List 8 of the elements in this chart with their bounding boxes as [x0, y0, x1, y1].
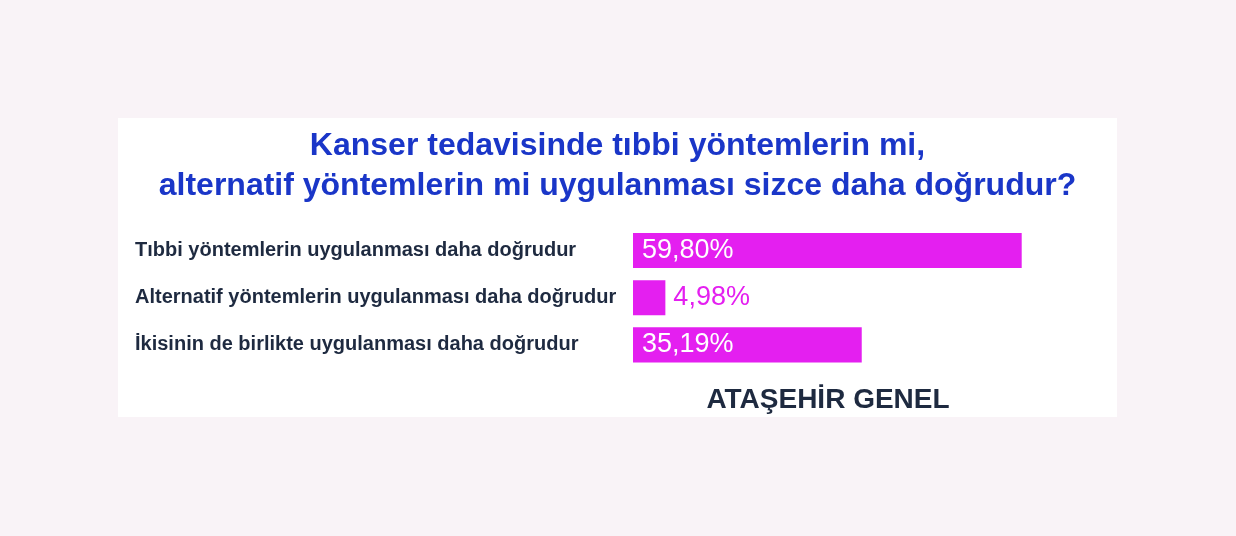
data-label: 4,98% — [673, 281, 750, 312]
x-axis-title: ATAŞEHİR GENEL — [706, 382, 950, 414]
y-tick-label: Alternatif yöntemlerin uygulanması daha doğrudur — [135, 285, 617, 308]
y-tick-label: Tıbbi yöntemlerin uygulanması daha doğrudur — [135, 238, 577, 261]
chart-title: Kanser tedavisinde tıbbi yöntemlerin mi, alternatif yöntemlerin mi uygulanması sizce daha doğrudur? — [157, 125, 1078, 204]
data-label: 59,80% — [642, 234, 734, 265]
y-tick-label: İkisinin de birlikte uygulanması daha doğrudur — [135, 332, 579, 355]
data-label: 35,19% — [642, 328, 734, 359]
